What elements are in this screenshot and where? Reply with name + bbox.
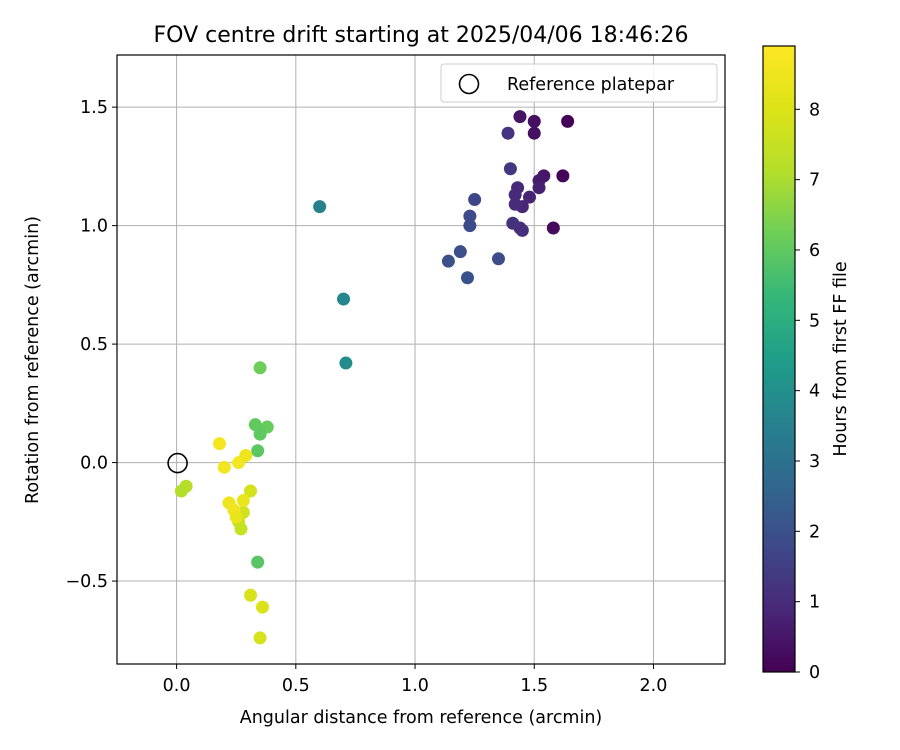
data-point xyxy=(253,361,267,375)
x-tick-label: 1.0 xyxy=(401,676,429,696)
colorbar-tick-label: 5 xyxy=(809,311,820,331)
data-point xyxy=(463,209,477,223)
x-tick-label: 1.5 xyxy=(520,676,548,696)
legend-label-reference-platepar: Reference platepar xyxy=(507,75,675,95)
y-tick-label: 1.0 xyxy=(80,217,108,237)
x-tick-label: 0.5 xyxy=(282,676,310,696)
x-tick-label: 0.0 xyxy=(163,676,191,696)
legend-reference-marker xyxy=(458,73,480,95)
y-axis-label: Rotation from reference (arcmin) xyxy=(23,216,43,504)
data-points xyxy=(174,110,575,645)
data-point xyxy=(313,200,327,214)
colorbar-tick-label: 6 xyxy=(809,241,820,261)
data-point xyxy=(501,126,515,140)
plot-frame xyxy=(116,54,726,665)
colorbar-tick-label: 1 xyxy=(809,593,820,613)
data-point xyxy=(532,181,546,195)
data-point xyxy=(491,252,505,266)
colorbar-tick-label: 8 xyxy=(809,100,820,120)
data-point xyxy=(503,162,517,176)
colorbar-tick-label: 0 xyxy=(809,663,820,683)
data-point xyxy=(239,448,253,462)
y-axis-ticks: −0.5 0.0 0.5 1.0 1.5 xyxy=(66,98,117,592)
data-point xyxy=(515,223,529,237)
data-point xyxy=(251,444,265,458)
y-tick-label: 0.0 xyxy=(80,454,108,474)
data-point xyxy=(244,484,258,498)
data-point xyxy=(508,188,522,202)
y-tick-label: −0.5 xyxy=(66,572,109,592)
colorbar-tick-label: 4 xyxy=(809,382,820,402)
x-axis-ticks: 0.0 0.5 1.0 1.5 2.0 xyxy=(163,664,668,696)
data-point xyxy=(174,484,188,498)
x-tick-label: 2.0 xyxy=(640,676,668,696)
chart-title: FOV centre drift starting at 2025/04/06 … xyxy=(154,23,689,48)
data-point xyxy=(546,221,560,235)
data-point xyxy=(508,197,522,211)
data-point xyxy=(527,126,541,140)
data-point xyxy=(255,600,269,614)
data-point xyxy=(236,493,250,507)
x-axis-label: Angular distance from reference (arcmin) xyxy=(240,708,603,728)
data-point xyxy=(527,114,541,128)
data-point xyxy=(506,216,520,230)
legend: Reference platepar xyxy=(440,63,718,103)
data-point xyxy=(244,588,258,602)
data-point xyxy=(513,110,527,124)
data-point xyxy=(468,193,482,207)
y-tick-label: 1.5 xyxy=(80,98,108,118)
data-point xyxy=(556,169,570,183)
data-point xyxy=(441,254,455,268)
data-point xyxy=(217,460,231,474)
data-point xyxy=(463,219,477,233)
legend-box xyxy=(440,63,718,103)
data-point xyxy=(253,631,267,645)
data-point xyxy=(234,522,248,536)
colorbar-ticks: 0 1 2 3 4 5 6 7 8 xyxy=(795,100,820,683)
colorbar-label: Hours from first FF file xyxy=(831,261,851,456)
grid-lines xyxy=(117,55,725,664)
data-point xyxy=(522,190,536,204)
colorbar-tick-label: 3 xyxy=(809,452,820,472)
data-point xyxy=(229,510,243,524)
data-point xyxy=(213,437,227,451)
y-tick-label: 0.5 xyxy=(80,335,108,355)
data-point xyxy=(253,427,267,441)
colorbar-tick-label: 7 xyxy=(809,171,820,191)
colorbar-gradient xyxy=(762,45,796,673)
data-point xyxy=(251,555,265,569)
data-point xyxy=(337,292,351,306)
reference-platepar-marker xyxy=(167,452,188,474)
data-point xyxy=(460,271,474,285)
colorbar: 0 1 2 3 4 5 6 7 8 Hours from first FF file xyxy=(762,45,851,683)
data-point xyxy=(561,114,575,128)
data-point xyxy=(339,356,353,370)
data-point xyxy=(453,245,467,259)
colorbar-tick-label: 2 xyxy=(809,522,820,542)
